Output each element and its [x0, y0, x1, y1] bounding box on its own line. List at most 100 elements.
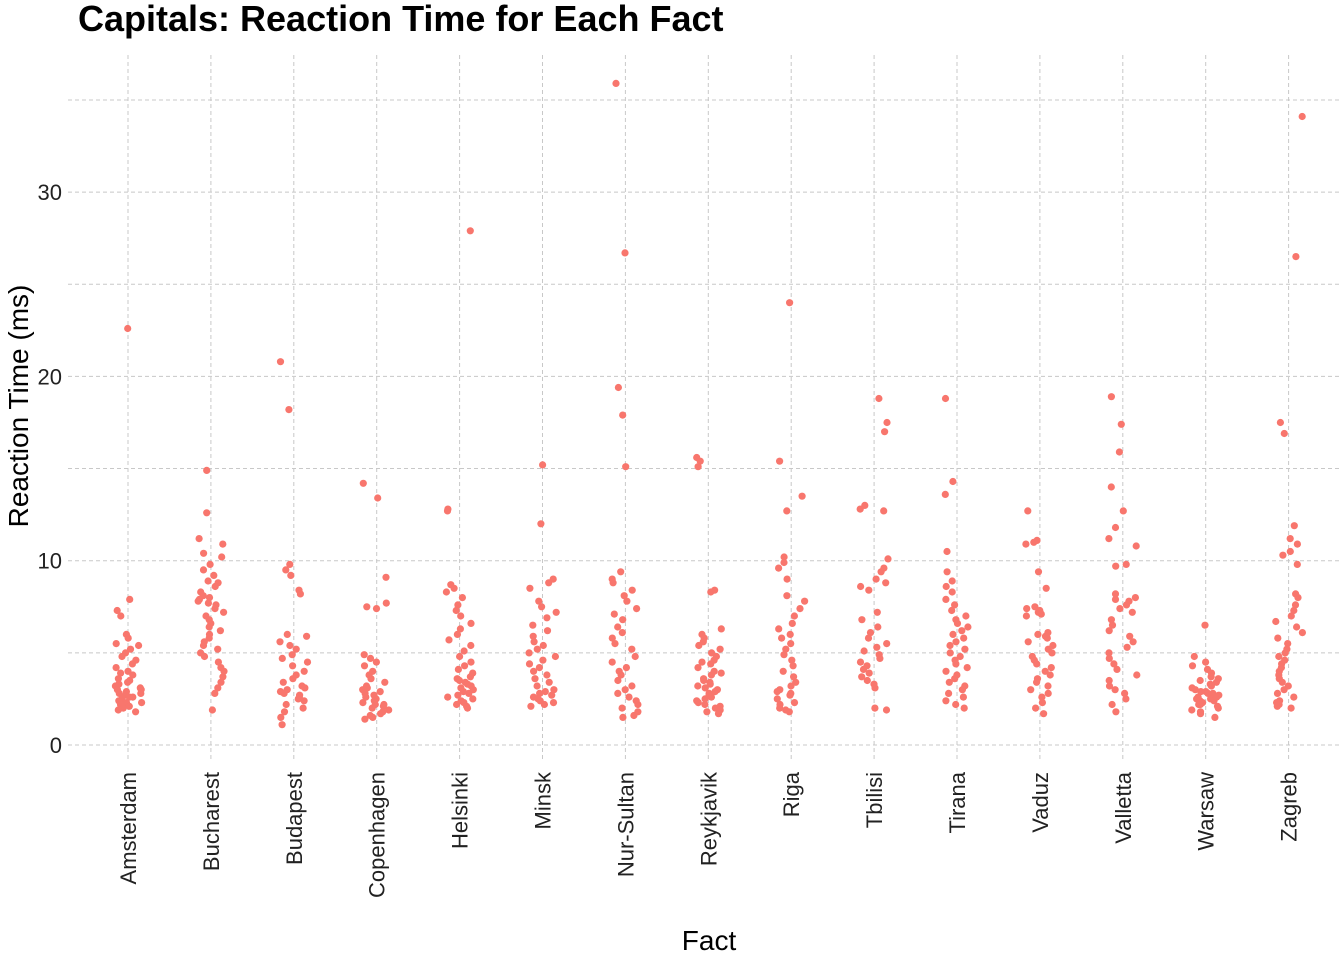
data-point [787, 682, 795, 690]
data-point [618, 704, 626, 712]
data-point [211, 605, 219, 613]
data-point [865, 669, 873, 677]
data-point [1105, 627, 1113, 635]
data-point [773, 695, 781, 703]
data-point [205, 594, 214, 602]
data-point [778, 634, 786, 642]
data-point [948, 606, 956, 615]
data-point [1290, 606, 1298, 615]
data-point [456, 652, 464, 661]
data-point [1188, 662, 1197, 670]
data-point [286, 560, 294, 569]
data-point [942, 667, 950, 675]
data-point [292, 645, 300, 653]
x-tick-label: Helsinki [448, 772, 473, 849]
data-point [634, 700, 642, 709]
data-point [463, 704, 472, 712]
data-point [115, 689, 123, 698]
data-point [717, 669, 725, 677]
data-point [467, 641, 475, 650]
y-tick-label: 0 [50, 733, 62, 758]
data-point [548, 691, 556, 699]
data-point [871, 684, 879, 692]
data-point [450, 584, 458, 592]
data-point [551, 652, 560, 661]
data-point [1207, 682, 1215, 690]
data-point [952, 700, 960, 709]
data-point [614, 689, 622, 698]
data-point [701, 684, 709, 692]
data-point [1188, 706, 1196, 714]
data-point [949, 477, 957, 486]
data-point [377, 710, 385, 718]
data-point [1133, 671, 1141, 679]
data-point [1022, 540, 1030, 548]
x-tick-label: Minsk [531, 771, 556, 829]
data-point [1044, 682, 1052, 690]
data-point [1286, 547, 1294, 556]
data-point [124, 324, 132, 333]
data-point [1038, 693, 1046, 701]
data-point [1129, 638, 1137, 646]
y-tick-label: 20 [38, 364, 62, 389]
data-point [1034, 568, 1043, 576]
data-point [1286, 535, 1294, 543]
data-point [203, 509, 211, 517]
data-point [779, 667, 787, 675]
data-point [617, 671, 625, 679]
data-point [200, 549, 208, 557]
data-point [783, 507, 791, 515]
data-point [628, 586, 636, 594]
data-point [783, 575, 791, 583]
data-point [211, 689, 219, 698]
data-point [882, 579, 890, 587]
data-point [467, 658, 475, 666]
data-point [276, 358, 285, 366]
y-axis-title: Reaction Time (ms) [3, 285, 34, 528]
data-point [1119, 507, 1127, 515]
data-point [1272, 617, 1280, 626]
data-point [138, 699, 146, 707]
data-point [790, 612, 799, 620]
data-point [124, 634, 132, 642]
data-point [277, 713, 285, 722]
data-point [1122, 601, 1131, 609]
data-point [1041, 667, 1049, 675]
data-point [860, 647, 868, 655]
data-point [1042, 584, 1050, 592]
x-tick-label: Reykjavik [696, 771, 721, 866]
data-point [1293, 623, 1301, 631]
data-point [608, 658, 616, 666]
data-point [776, 457, 784, 465]
data-point [453, 700, 461, 709]
data-point [369, 713, 377, 722]
data-point [300, 697, 308, 705]
data-point [454, 691, 462, 699]
data-point [621, 686, 629, 694]
data-point [695, 641, 703, 650]
data-point [453, 630, 461, 639]
data-point [469, 695, 477, 703]
data-point [442, 588, 450, 596]
y-tick-label: 10 [38, 549, 62, 574]
data-point [1298, 112, 1306, 121]
data-point [859, 665, 868, 674]
data-point [216, 627, 224, 635]
data-point [1291, 601, 1300, 609]
x-tick-label: Valletta [1111, 771, 1136, 844]
data-point [199, 566, 208, 574]
data-point [452, 606, 460, 615]
data-point [694, 463, 702, 471]
data-point [382, 573, 390, 581]
data-point [1211, 713, 1219, 722]
data-point [135, 641, 143, 650]
data-point [1027, 686, 1035, 694]
data-point [359, 479, 367, 487]
data-point [1048, 649, 1056, 657]
data-points [111, 79, 1306, 729]
data-point [1047, 664, 1055, 672]
data-point [114, 706, 122, 714]
data-point [961, 645, 969, 653]
data-point [536, 689, 544, 698]
data-point [1105, 649, 1113, 657]
